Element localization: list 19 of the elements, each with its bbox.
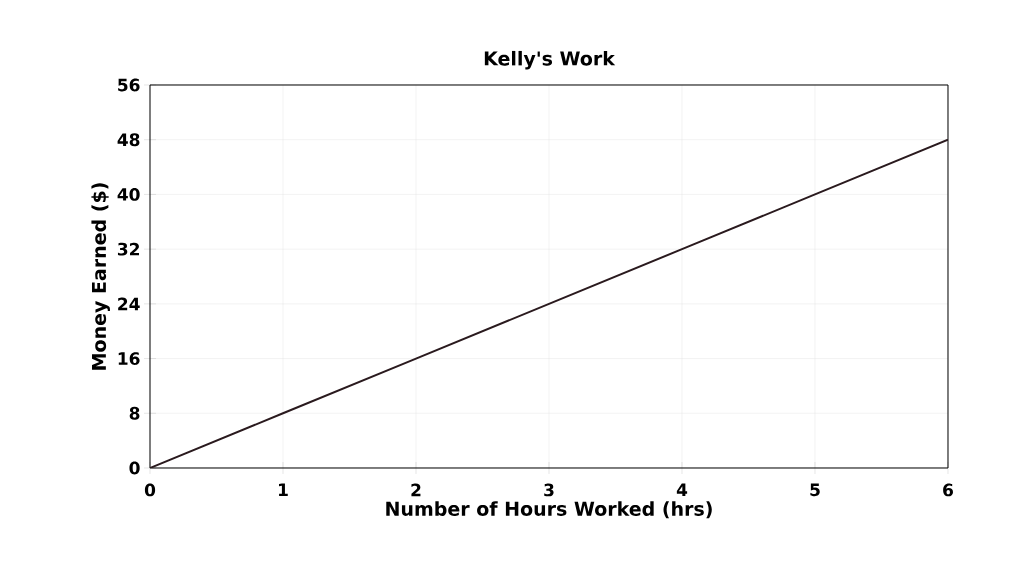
y-tick-label: 56 (118, 78, 140, 92)
x-tick-label: 2 (411, 483, 421, 497)
chart-title: Kelly's Work (484, 50, 616, 70)
x-tick-label: 6 (943, 483, 953, 497)
x-tick-label: 4 (676, 483, 688, 496)
y-tick-label: 0 (129, 461, 140, 475)
y-axis-title: Money Earned ($) (91, 183, 110, 370)
x-axis-title: Number of Hours Worked (hrs) (386, 501, 712, 519)
x-tick-label: 5 (810, 483, 820, 497)
y-tick-label: 40 (117, 187, 140, 201)
y-tick-label: 24 (118, 297, 140, 311)
x-tick-label: 0 (144, 483, 156, 497)
y-tick-label: 32 (117, 242, 139, 256)
x-tick-label: 1 (279, 483, 288, 496)
x-tick-label: 3 (544, 483, 554, 497)
y-tick-label: 8 (129, 406, 140, 420)
y-tick-label: 48 (117, 133, 140, 147)
line-series (150, 138, 948, 468)
y-tick-label: 16 (118, 352, 140, 365)
